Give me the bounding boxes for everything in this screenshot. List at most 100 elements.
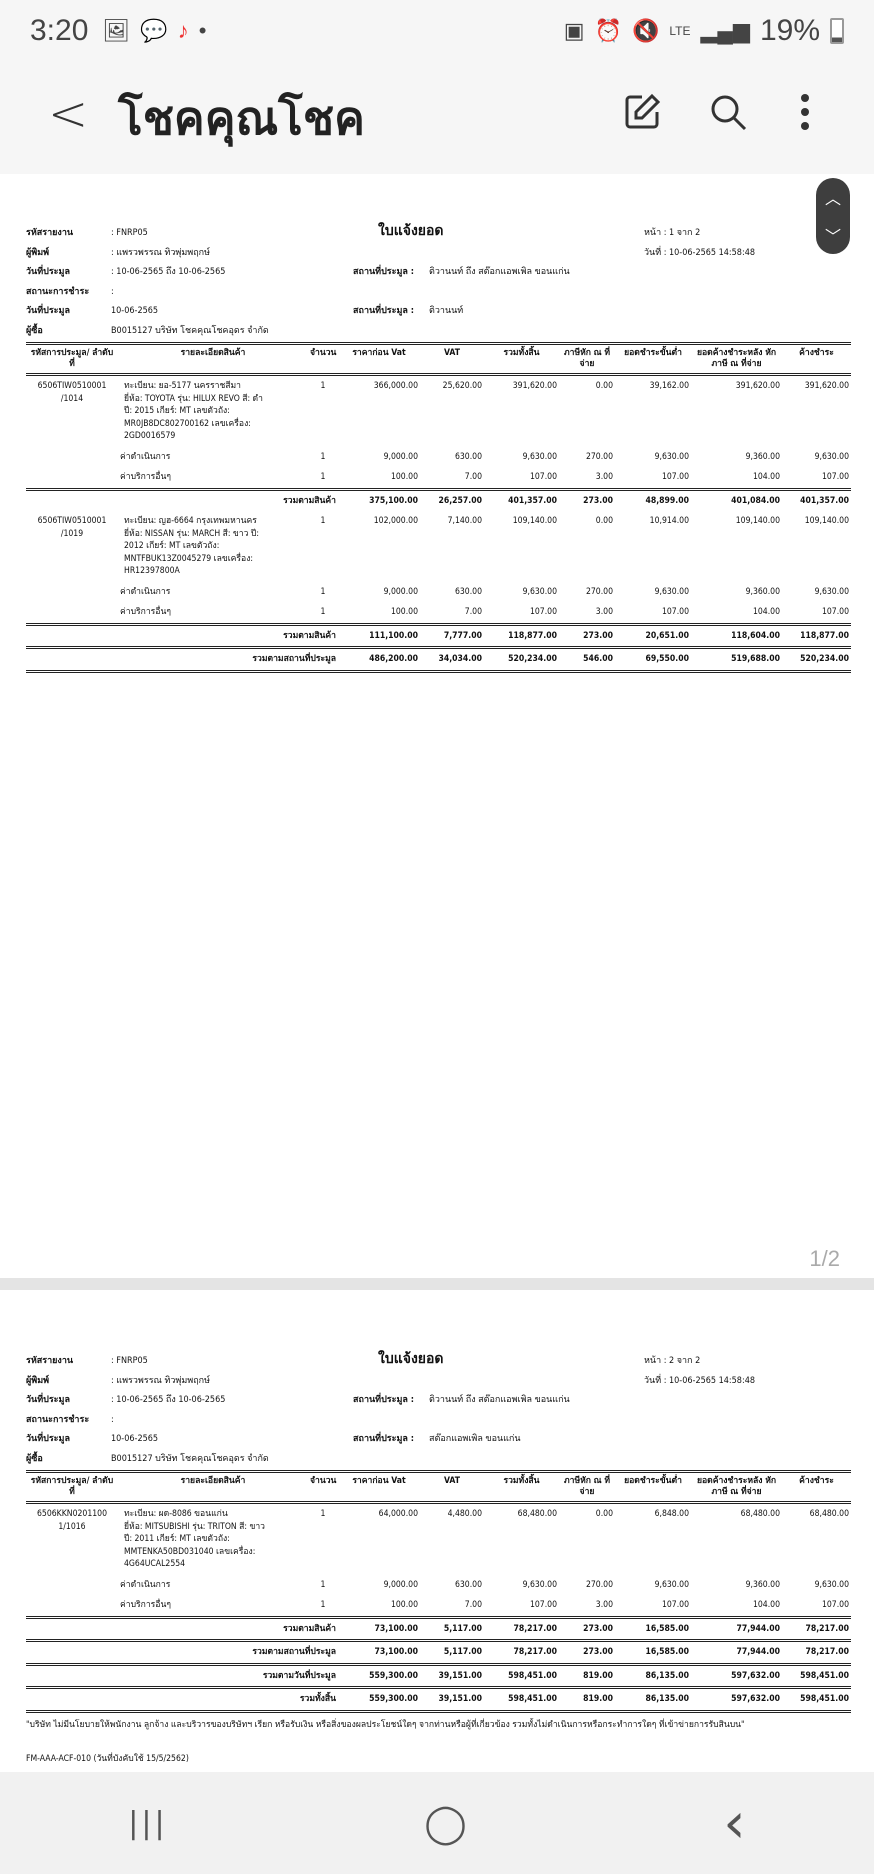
table-row: 6506KKN0201100 1/1016 ทะเบียน: ผด-8086 ขอ…	[26, 1503, 851, 1575]
printer-name: : แพรวพรรณ ทิวพุ่มพฤกษ์	[111, 247, 211, 258]
battery-percent: 19%	[759, 14, 820, 47]
battery-saver-icon: ▣	[563, 18, 585, 43]
vat: 34,034.00	[420, 646, 484, 673]
header-row: วันที่ประมูล 10-06-2565 สถานที่ประมูล : ติว…	[26, 302, 851, 322]
table-row: 6506TIW0510001 /1014 ทะเบียน: ยอ-5177 นคร…	[26, 375, 851, 447]
auction-code	[26, 467, 118, 489]
table-row: ค่าบริการอื่นๆ 1 100.00 7.00 107.00 3.00 107.0…	[26, 467, 851, 489]
minimum-payment: 39,162.00	[649, 381, 689, 391]
outstanding: 520,234.00	[782, 646, 851, 673]
quantity: 1	[320, 516, 326, 526]
subtotal-label: รวมตามสินค้า	[26, 622, 338, 648]
back-icon[interactable]: <	[48, 86, 89, 142]
auction-date2: 10-06-2565	[111, 1434, 159, 1444]
scroll-up-icon[interactable]: ︿	[824, 189, 841, 208]
minimum-payment: 16,585.00	[615, 1639, 691, 1664]
vat: 39,151.00	[420, 1686, 484, 1713]
item-description: ค่าบริการอื่นๆ	[120, 1600, 171, 1610]
subtotal-row: รวมตามสินค้า 73,100.00 5,117.00 78,217.00 27…	[26, 1615, 851, 1641]
subtotal-row: รวมตามสินค้า 111,100.00 7,777.00 118,877.00…	[26, 622, 851, 648]
item-description: ค่าดำเนินการ	[120, 451, 171, 462]
report-content: รหัสรายงาน: FNRP05 ใบแจ้งยอด หน้า : 2 จาก …	[26, 1351, 851, 1765]
quantity: 1	[320, 586, 326, 597]
header-row: วันที่ประมูล: 10-06-2565 ถึง 10-06-2565 ส…	[26, 263, 851, 283]
auction-code	[26, 447, 118, 468]
vat: 5,117.00	[420, 1639, 484, 1664]
column-header: ภาษีหัก ณ ที่จ่าย	[563, 1476, 611, 1497]
alarm-icon: ⏰	[594, 18, 622, 43]
total: 401,357.00	[484, 487, 559, 511]
price-before-vat: 111,100.00	[338, 622, 420, 648]
report-content: รหัสรายงาน: FNRP05 ใบแจ้งยอด หน้า : 1 จาก …	[26, 223, 851, 673]
auction-date2: 10-06-2565	[111, 306, 159, 316]
document-title: โชคคุณโชค	[118, 91, 365, 145]
price-before-vat: 9,000.00	[383, 1579, 418, 1590]
column-header: ค้างชำระ	[799, 348, 834, 358]
more-icon[interactable]	[783, 90, 827, 134]
auction-code	[26, 602, 118, 624]
outstanding: 9,630.00	[814, 451, 849, 462]
dot-icon: •	[198, 18, 207, 43]
header-row: รหัสรายงาน: FNRP05 ใบแจ้งยอด หน้า : 2 จาก …	[26, 1351, 851, 1372]
buyer-label: ผู้ซื้อ	[26, 1453, 43, 1464]
item-description: ทะเบียน: ยอ-5177 นครราชสีมา ยี่ห้อ: TOYO…	[124, 381, 263, 441]
withholding-tax: 270.00	[585, 586, 613, 597]
scroll-down-icon[interactable]: ﹀	[824, 227, 841, 246]
total: 78,217.00	[484, 1639, 559, 1664]
subtotal-label: รวมตามสถานที่ประมูล	[26, 646, 338, 673]
withholding-tax: 819.00	[559, 1662, 615, 1688]
header-row: รหัสรายงาน: FNRP05 ใบแจ้งยอด หน้า : 1 จาก …	[26, 223, 851, 244]
clock: 3:20	[30, 14, 89, 47]
print-date: วันที่ : 10-06-2565 14:58:48	[644, 247, 755, 258]
vat: 25,620.00	[442, 381, 482, 391]
column-header: รหัสการประมูล/ ลำดับที่	[30, 1476, 114, 1497]
withholding-tax: 270.00	[585, 1579, 613, 1590]
edit-icon[interactable]	[620, 90, 664, 134]
minimum-payment: 69,550.00	[615, 646, 691, 673]
location: ติวานนท์ ถึง สต๊อกแอพเพิล ขอนแก่น	[429, 1395, 570, 1405]
statement-table: รหัสการประมูล/ ลำดับที่ รายละเอียดสินค้า จ…	[26, 342, 851, 673]
withholding-tax: 273.00	[559, 1615, 615, 1641]
line-icon: 💬	[140, 18, 168, 43]
item-description: ค่าบริการอื่นๆ	[120, 472, 171, 482]
outstanding: 118,877.00	[782, 622, 851, 648]
column-header: จำนวน	[310, 348, 337, 358]
outstanding: 109,140.00	[804, 516, 849, 526]
recents-button[interactable]: |||	[128, 1805, 168, 1841]
header-row: ผู้พิมพ์: แพรวพรรณ ทิวพุ่มพฤกษ์ วันที่ : …	[26, 244, 851, 264]
outstanding-after-tax: 391,620.00	[735, 381, 780, 391]
page-indicator: 1/2	[809, 1246, 840, 1271]
withholding-tax: 0.00	[595, 381, 613, 391]
auction-code	[26, 582, 118, 603]
vat: 7,777.00	[420, 622, 484, 648]
outstanding: 401,357.00	[782, 487, 851, 511]
subtotal-row: รวมตามสถานที่ประมูล 73,100.00 5,117.00 78,2…	[26, 1639, 851, 1664]
back-button[interactable]: ‹	[723, 1790, 746, 1856]
subtotal-row: รวมตามวันที่ประมูล 559,300.00 39,151.00 598…	[26, 1662, 851, 1688]
home-button[interactable]: ◯	[424, 1801, 467, 1845]
column-header: รายละเอียดสินค้า	[180, 1476, 246, 1486]
table-row: ค่าบริการอื่นๆ 1 100.00 7.00 107.00 3.00 107.0…	[26, 1595, 851, 1617]
table-row: ค่าดำเนินการ 1 9,000.00 630.00 9,630.00 270.0…	[26, 1575, 851, 1596]
page-number: หน้า : 1 จาก 2	[644, 228, 701, 238]
withholding-tax: 3.00	[595, 607, 613, 617]
total: 78,217.00	[484, 1615, 559, 1641]
column-header: รายละเอียดสินค้า	[180, 348, 246, 358]
minimum-payment: 86,135.00	[615, 1686, 691, 1713]
minimum-payment: 6,848.00	[654, 1509, 689, 1519]
report-code-label: รหัสรายงาน	[26, 1356, 74, 1366]
minimum-payment: 107.00	[661, 472, 689, 482]
search-icon[interactable]	[706, 90, 750, 134]
payment-status-label: สถานะการชำระ	[26, 286, 90, 297]
vat: 630.00	[454, 586, 482, 597]
outstanding: 78,217.00	[782, 1639, 851, 1664]
report-title: ใบแจ้งยอด	[378, 223, 444, 239]
location2: สต๊อกแอพเพิล ขอนแก่น	[429, 1434, 521, 1444]
column-header: จำนวน	[310, 1476, 337, 1486]
vat: 630.00	[454, 451, 482, 462]
outstanding: 391,620.00	[804, 381, 849, 391]
location2: ติวานนท์	[429, 306, 464, 316]
outstanding: 107.00	[821, 1600, 849, 1610]
outstanding-after-tax: 68,480.00	[740, 1509, 780, 1519]
column-header: VAT	[444, 1476, 460, 1486]
